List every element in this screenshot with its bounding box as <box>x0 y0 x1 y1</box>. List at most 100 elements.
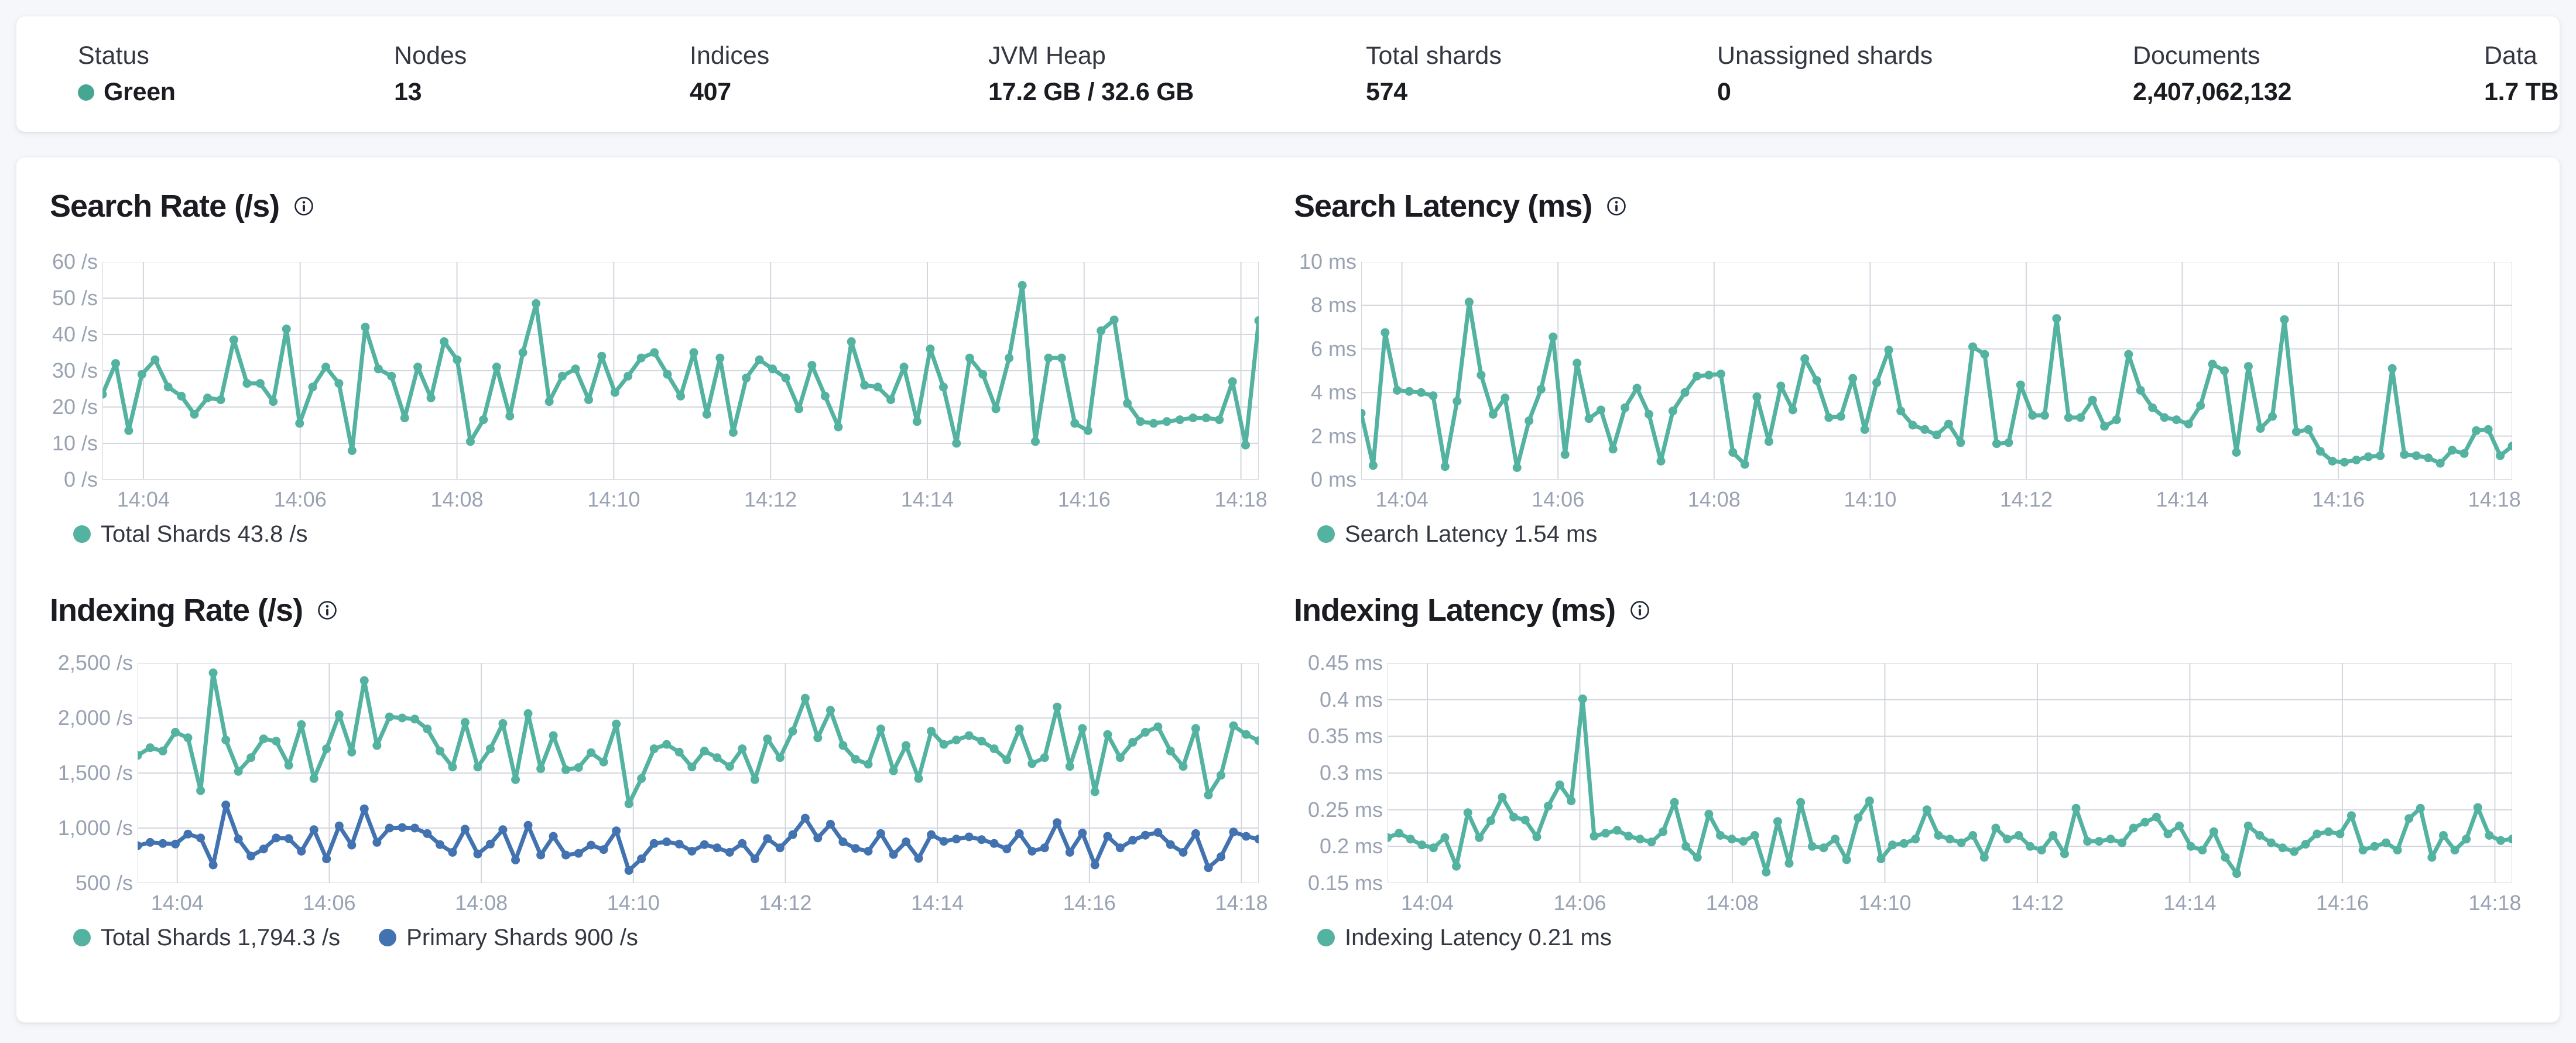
y-axis: 0.45 ms 0.4 ms 0.35 ms 0.3 ms 0.25 ms 0.2 ms 0… <box>1294 652 1388 894</box>
x-tick-label: 14:14 <box>2163 891 2217 915</box>
legend-dot-icon <box>73 525 91 543</box>
stat-data: Data 1.7 TB <box>2484 42 2559 106</box>
chart-title: Indexing Latency (ms) <box>1294 593 1616 628</box>
plot-area[interactable] <box>1361 262 2512 480</box>
y-axis: 10 ms 8 ms 6 ms 4 ms 2 ms 0 ms <box>1294 251 1361 490</box>
stat-unassigned-shards: Unassigned shards 0 <box>1717 43 2133 105</box>
x-tick-label: 14:04 <box>1375 487 1429 511</box>
x-tick-label: 14:08 <box>1687 487 1741 511</box>
stat-documents: Documents 2,407,062,132 <box>2133 43 2484 105</box>
cluster-stats-card: Status Green Nodes 13 Indices 407 JVM He… <box>16 16 2560 132</box>
x-tick-label: 14:06 <box>1532 487 1585 511</box>
x-tick-label: 14:12 <box>744 487 797 511</box>
legend-item[interactable]: Total Shards 43.8 /s <box>73 521 308 548</box>
x-tick-label: 14:12 <box>1999 487 2053 511</box>
info-icon[interactable] <box>1606 196 1627 220</box>
chart-title: Search Rate (/s) <box>50 189 280 224</box>
chart-legend: Search Latency 1.54 ms <box>1294 521 2512 548</box>
indexing-rate-chart: Indexing Rate (/s) 2,500 /s 2,000 /s 1,500… <box>50 591 1268 951</box>
y-tick-label: 0 /s <box>63 467 98 491</box>
y-tick-label: 0.15 ms <box>1307 871 1383 895</box>
y-tick-label: 60 /s <box>52 249 98 273</box>
x-tick-label: 14:16 <box>2315 891 2369 915</box>
y-tick-label: 8 ms <box>1310 293 1356 317</box>
x-tick-label: 14:12 <box>759 891 812 915</box>
info-icon[interactable] <box>317 600 338 624</box>
plot-area[interactable] <box>102 262 1259 480</box>
y-tick-label: 0.25 ms <box>1307 797 1383 822</box>
y-tick-label: 2,000 /s <box>57 706 133 730</box>
search-latency-chart: Search Latency (ms) 10 ms 8 ms 6 ms 4 ms 2 m… <box>1294 187 2521 548</box>
x-tick-label: 14:06 <box>303 891 356 915</box>
legend-dot-icon <box>1317 929 1335 946</box>
legend-item[interactable]: Total Shards 1,794.3 /s <box>73 925 340 951</box>
x-tick-label: 14:08 <box>455 891 508 915</box>
y-axis: 60 /s 50 /s 40 /s 30 /s 20 /s 10 /s 0 /s <box>50 251 102 490</box>
legend-label: Total Shards 1,794.3 /s <box>101 924 341 950</box>
metrics-charts-card: Search Rate (/s) 60 /s 50 /s 40 /s 30 /s 20 … <box>16 158 2560 1023</box>
x-tick-label: 14:18 <box>1215 891 1268 915</box>
chart-legend: Total Shards 1,794.3 /s Primary Shards 90… <box>50 924 1259 951</box>
plot-area[interactable] <box>1388 663 2512 883</box>
y-tick-label: 0 ms <box>1310 467 1356 491</box>
stat-value: 407 <box>690 78 731 106</box>
y-tick-label: 20 /s <box>52 395 98 419</box>
x-tick-label: 14:06 <box>273 487 327 511</box>
search-rate-chart: Search Rate (/s) 60 /s 50 /s 40 /s 30 /s 20 … <box>50 187 1268 548</box>
line-series <box>1388 663 2512 883</box>
stat-label: Status <box>78 42 149 70</box>
stat-label: Documents <box>2133 42 2260 70</box>
x-tick-label: 14:18 <box>2468 487 2521 511</box>
stat-indices: Indices 407 <box>690 43 988 105</box>
plot-area[interactable] <box>138 663 1259 883</box>
y-tick-label: 0.45 ms <box>1307 651 1383 675</box>
x-tick-label: 14:10 <box>587 487 640 511</box>
stat-status: Status Green <box>78 43 394 105</box>
stat-label: Nodes <box>394 42 467 70</box>
stat-nodes: Nodes 13 <box>394 43 690 105</box>
x-axis: 14:04 14:06 14:08 14:10 14:12 14:14 14:16 14:18 <box>1388 883 2522 916</box>
x-axis: 14:04 14:06 14:08 14:10 14:12 14:14 14:16 14:18 <box>138 883 1268 916</box>
indexing-latency-chart: Indexing Latency (ms) 0.45 ms 0.4 ms 0.35 … <box>1294 591 2522 951</box>
x-tick-label: 14:04 <box>150 891 204 915</box>
legend-item[interactable]: Indexing Latency 0.21 ms <box>1317 925 1612 951</box>
y-tick-label: 0.4 ms <box>1319 687 1383 712</box>
x-tick-label: 14:08 <box>1705 891 1759 915</box>
stat-value: 17.2 GB / 32.6 GB <box>988 78 1194 106</box>
x-tick-label: 14:18 <box>1214 487 1268 511</box>
y-tick-label: 30 /s <box>52 358 98 382</box>
stat-label: Data <box>2484 42 2537 70</box>
stat-label: JVM Heap <box>988 42 1106 70</box>
y-tick-label: 2 ms <box>1310 423 1356 448</box>
legend-item[interactable]: Primary Shards 900 /s <box>379 925 638 951</box>
y-tick-label: 1,500 /s <box>57 761 133 785</box>
legend-item[interactable]: Search Latency 1.54 ms <box>1317 521 1597 548</box>
line-series <box>1361 262 2512 480</box>
x-tick-label: 14:16 <box>1057 487 1111 511</box>
info-icon[interactable] <box>1629 600 1650 624</box>
y-tick-label: 2,500 /s <box>57 651 133 675</box>
y-tick-label: 40 /s <box>52 322 98 346</box>
legend-label: Indexing Latency 0.21 ms <box>1345 924 1612 950</box>
stat-value: 2,407,062,132 <box>2133 78 2292 106</box>
x-tick-label: 14:14 <box>911 891 964 915</box>
legend-label: Primary Shards 900 /s <box>406 924 638 950</box>
y-tick-label: 1,000 /s <box>57 816 133 840</box>
x-tick-label: 14:12 <box>2010 891 2064 915</box>
legend-label: Search Latency 1.54 ms <box>1345 521 1598 547</box>
stat-value: 574 <box>1366 78 1407 106</box>
y-tick-label: 0.35 ms <box>1307 724 1383 748</box>
x-tick-label: 14:10 <box>1844 487 1897 511</box>
health-status-dot-icon <box>78 84 94 101</box>
stat-value: 1.7 TB <box>2484 78 2559 106</box>
x-tick-label: 14:14 <box>2156 487 2209 511</box>
y-tick-label: 4 ms <box>1310 380 1356 405</box>
x-axis: 14:04 14:06 14:08 14:10 14:12 14:14 14:16 14:18 <box>1361 480 2521 512</box>
stats-row: Status Green Nodes 13 Indices 407 JVM He… <box>16 16 2560 132</box>
info-icon[interactable] <box>293 196 314 220</box>
legend-label: Total Shards 43.8 /s <box>101 521 308 547</box>
stat-label: Total shards <box>1366 42 1502 70</box>
y-tick-label: 10 ms <box>1299 249 1356 273</box>
legend-dot-icon <box>1317 525 1335 543</box>
